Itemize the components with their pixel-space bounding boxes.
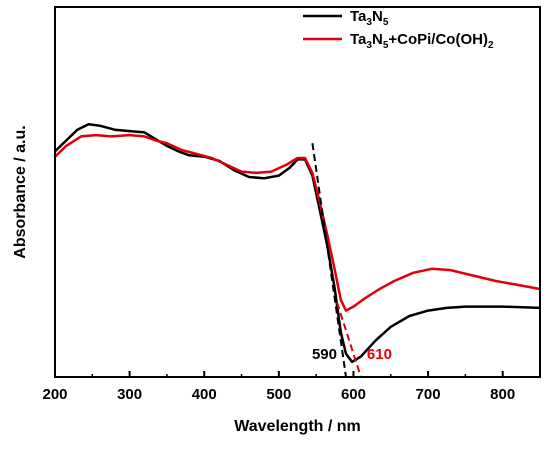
x-axis-title: Wavelength / nm (234, 418, 361, 435)
bandgap-label-ta3n5-copi: 610 (367, 346, 392, 363)
legend: Ta3N5 Ta3N5+CoPi/Co(OH)2 (303, 8, 494, 51)
tick-layer: 200 300 400 500 600 700 800 (42, 371, 515, 403)
x-tick-label: 800 (490, 386, 515, 403)
legend-entry-ta3n5: Ta3N5 (350, 8, 389, 28)
x-tick-label: 700 (416, 386, 441, 403)
plot-frame (54, 6, 541, 378)
x-tick-label: 300 (117, 386, 142, 403)
tangent-line-0 (311, 143, 347, 378)
x-tick-label: 600 (341, 386, 366, 403)
series-layer (54, 123, 541, 364)
series-line-ta3n5 (54, 123, 541, 364)
bandgap-label-ta3n5: 590 (312, 346, 337, 363)
x-tick-label: 400 (192, 386, 217, 403)
legend-entry-ta3n5-copi: Ta3N5+CoPi/Co(OH)2 (350, 31, 494, 51)
y-axis-title: Absorbance / a.u. (12, 125, 29, 258)
series-line-ta3n5-copi (54, 133, 541, 312)
tangent-line-1 (336, 302, 362, 378)
x-tick-label: 500 (266, 386, 291, 403)
x-tick-label: 200 (42, 386, 67, 403)
tangent-layer (311, 143, 362, 378)
